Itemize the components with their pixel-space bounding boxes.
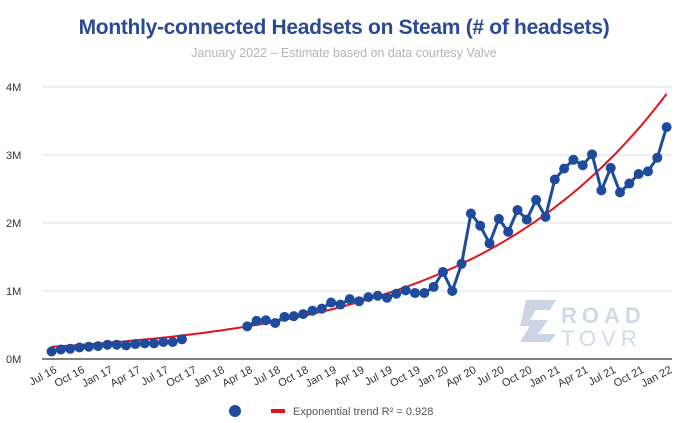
data-point-2019-10 [409,288,420,299]
data-point-2021-06 [596,185,607,196]
y-tick-label: 1M [6,286,21,298]
data-point-2017-03 [121,340,132,351]
x-tick-label: Jan 19 [304,364,339,390]
x-tick-label: Jul 20 [475,364,507,388]
data-point-2021-12 [652,152,663,163]
data-point-2019-08 [391,288,402,299]
chart-title: Monthly-connected Headsets on Steam (# o… [78,16,610,39]
data-point-2021-11 [642,166,653,177]
roadtovr-watermark-logo: ROAD TOVR [520,300,646,351]
y-tick-label: 4M [6,82,21,94]
data-point-2020-12 [540,211,551,222]
data-point-2020-01 [437,266,448,277]
data-point-2018-07 [270,317,281,328]
x-tick-label: Jan 17 [80,364,115,390]
data-point-2021-01 [549,174,560,185]
data-point-2020-08 [503,226,514,237]
data-point-2019-12 [428,281,439,292]
data-point-2019-02 [335,299,346,310]
data-point-2018-06 [260,315,271,326]
data-point-2016-11 [83,341,94,352]
data-point-2017-06 [149,338,160,349]
data-point-2021-04 [577,160,588,171]
data-point-2020-02 [447,286,458,296]
data-point-2021-07 [605,162,616,173]
y-tick-label: 0M [6,354,21,366]
x-tick-label: Jan 20 [416,364,451,390]
data-point-2020-03 [456,258,467,269]
data-point-2021-09 [624,178,635,189]
x-tick-label: Oct 17 [164,364,198,390]
data-point-2016-12 [93,341,104,352]
data-point-2020-09 [512,205,523,216]
data-point-2017-09 [176,334,187,345]
x-tick-label: Jan 21 [527,364,562,390]
data-point-2017-01 [102,339,113,350]
logo-mark [520,300,556,342]
data-point-2019-04 [354,296,365,307]
legend-series-marker [229,405,241,417]
data-point-2019-03 [344,294,355,305]
x-tick-label: Apr 18 [220,364,254,390]
data-point-2020-06 [484,238,495,249]
data-point-2018-08 [279,311,290,322]
x-tick-label: Apr 21 [556,364,590,390]
x-tick-label: Jul 21 [587,364,619,388]
data-point-2018-04 [242,321,253,332]
data-point-2018-10 [298,309,309,320]
data-point-2019-05 [363,292,374,303]
data-point-2020-05 [475,220,486,231]
data-point-2018-12 [316,303,327,314]
x-tick-label: Jul 16 [27,364,59,388]
y-tick-label: 2M [6,218,21,230]
data-point-2018-11 [307,305,318,316]
data-point-2019-01 [326,297,337,308]
x-tick-label: Jul 18 [251,364,283,388]
y-tick-label: 3M [6,150,21,162]
data-point-2017-08 [167,337,178,347]
data-point-2018-05 [251,315,262,326]
data-point-2020-04 [465,208,476,219]
legend-trend-label: Exponential trend R² = 0.928 [293,406,433,418]
x-tick-label: Jan 22 [639,364,674,390]
x-tick-label: Jul 17 [139,364,171,388]
data-point-2021-03 [568,154,579,165]
data-point-2022-01 [661,122,672,133]
data-point-2016-09 [65,343,76,354]
x-tick-label: Jul 19 [363,364,395,388]
data-point-2016-07 [46,346,57,357]
x-tick-label: Oct 21 [612,364,646,390]
data-point-2016-10 [74,342,85,353]
logo-text-line1: ROAD [561,303,646,328]
data-point-2020-10 [521,214,532,225]
data-point-2021-02 [559,163,570,174]
data-point-2020-07 [493,213,504,224]
logo-text-line2: TOVR [561,326,642,351]
data-point-2017-07 [158,337,169,347]
data-point-2017-05 [139,338,150,349]
data-point-2019-11 [419,288,430,299]
x-tick-label: Oct 16 [53,364,87,390]
chart-subtitle: January 2022 – Estimate based on data co… [191,46,497,60]
data-point-2019-07 [382,292,393,303]
x-tick-label: Oct 19 [388,364,422,390]
data-point-2019-09 [400,285,411,296]
data-point-2019-06 [372,290,383,301]
legend-trend-marker [271,409,285,413]
x-tick-label: Apr 20 [444,364,478,390]
x-tick-label: Apr 17 [109,364,143,390]
x-tick-label: Apr 19 [332,364,366,390]
data-point-2017-04 [130,339,141,350]
data-point-2021-05 [587,149,598,160]
data-point-2018-09 [288,311,299,322]
data-point-2016-08 [55,344,66,355]
x-tick-label: Oct 18 [276,364,310,390]
x-tick-label: Oct 20 [500,364,534,390]
data-point-2021-08 [615,187,626,198]
data-point-2020-11 [531,194,542,205]
data-point-2017-02 [111,339,122,350]
data-point-2021-10 [633,169,644,180]
x-tick-label: Jan 18 [192,364,227,390]
